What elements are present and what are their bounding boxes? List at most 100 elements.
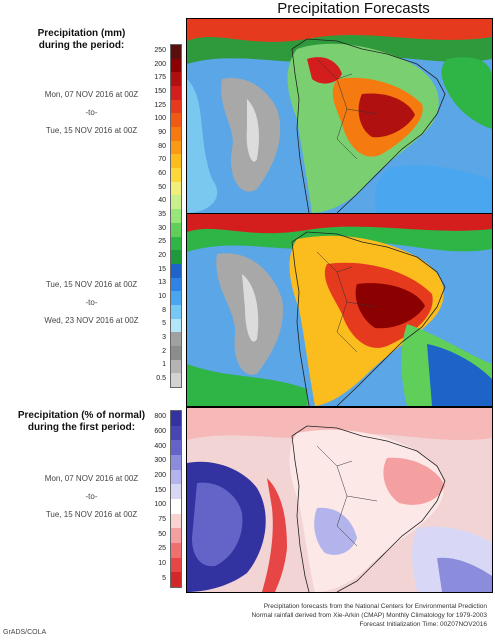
precip-colorbar-segment xyxy=(171,86,181,101)
precip-colorbar-tick-label: 125 xyxy=(154,101,166,109)
precip-colorbar-segment xyxy=(171,58,181,73)
pct-header: Precipitation (% of normal) during the f… xyxy=(14,410,149,434)
precip-colorbar-segment xyxy=(171,127,181,142)
precip-colorbar-segment xyxy=(171,154,181,169)
pct-colorbar-segment xyxy=(171,499,181,515)
precip-colorbar-tick-label: 30 xyxy=(158,224,166,232)
precip-header: Precipitation (mm) during the period: xyxy=(14,28,149,52)
precip-colorbar-segment xyxy=(171,304,181,320)
precip-colorbar-segment xyxy=(171,236,181,251)
pct-colorbar-tick-label: 50 xyxy=(158,530,166,538)
precip-colorbar-tick-label: 150 xyxy=(154,87,166,95)
precip-colorbar-tick-label: 60 xyxy=(158,169,166,177)
precip-colorbar-tick-label: 35 xyxy=(158,211,166,218)
precip-colorbar-tick-label: 25 xyxy=(158,238,166,246)
forecast-map-period1 xyxy=(186,18,493,214)
pct-colorbar-segment xyxy=(171,411,181,427)
footer-line1: Precipitation forecasts from the Nationa… xyxy=(263,603,487,610)
pct-colorbar-tick-label: 400 xyxy=(154,442,166,450)
precip-colorbar-tick-label: 3 xyxy=(162,334,166,342)
period2-label: Tue, 15 NOV 2016 at 00Z -to- Wed, 23 NOV… xyxy=(14,276,169,330)
footer-line3: Forecast Initialization Time: 00Z07NOV20… xyxy=(359,621,487,628)
precip-colorbar-tick-label: 175 xyxy=(154,74,166,82)
pct-colorbar-segment xyxy=(171,484,181,500)
precip-colorbar-segment xyxy=(171,140,181,155)
precip-header-line2: during the period: xyxy=(38,40,125,51)
precip-colorbar-tick-label: 100 xyxy=(154,115,166,123)
precip-colorbar-tick-label: 13 xyxy=(158,279,166,287)
pct-colorbar-tick-label: 600 xyxy=(154,428,166,435)
pct-colorbar-segment xyxy=(171,469,181,485)
period2-start: Tue, 15 NOV 2016 at 00Z xyxy=(45,280,138,289)
precip-colorbar-tick-label: 50 xyxy=(158,183,166,191)
pct-header-line2: during the first period: xyxy=(27,422,136,433)
precip-colorbar-tick-label: 2 xyxy=(162,347,166,355)
pct-colorbar-tick-label: 75 xyxy=(158,516,166,523)
precip-colorbar-segment xyxy=(171,277,181,292)
precip-colorbar-segment xyxy=(171,222,181,237)
period1-label: Mon, 07 NOV 2016 at 00Z -to- Tue, 15 NOV… xyxy=(14,86,169,140)
precip-colorbar-segment xyxy=(171,72,181,87)
period2-sep: -to- xyxy=(85,298,98,307)
footer-notes: Precipitation forecasts from the Nationa… xyxy=(187,602,487,629)
precip-colorbar-tick-label: 8 xyxy=(162,306,166,314)
precip-colorbar-segment xyxy=(171,359,181,374)
precip-colorbar-segment xyxy=(171,345,181,361)
precip-colorbar-segment xyxy=(171,291,181,306)
pct-colorbar xyxy=(170,410,182,588)
page-title: Precipitation Forecasts xyxy=(277,0,430,17)
period3-end: Tue, 15 NOV 2016 at 00Z xyxy=(45,510,138,519)
period1-start: Mon, 07 NOV 2016 at 00Z xyxy=(44,90,139,99)
precip-colorbar-segment xyxy=(171,209,181,224)
precip-colorbar-tick-label: 0.5 xyxy=(156,375,166,383)
pct-colorbar-segment xyxy=(171,543,181,559)
precip-colorbar-segment xyxy=(171,45,181,60)
pct-header-line1: Precipitation (% of normal) xyxy=(17,410,146,421)
pct-colorbar-segment xyxy=(171,513,181,529)
pct-colorbar-segment xyxy=(171,425,181,441)
precip-colorbar-segment xyxy=(171,195,181,210)
precip-colorbar-tick-label: 40 xyxy=(158,197,166,205)
precip-colorbar-segment xyxy=(171,332,181,347)
period2-end: Wed, 23 NOV 2016 at 00Z xyxy=(44,316,139,325)
precip-colorbar-tick-label: 15 xyxy=(158,265,166,273)
pct-colorbar-segment xyxy=(171,572,181,588)
pct-colorbar-tick-label: 25 xyxy=(158,545,166,553)
precip-colorbar-segment xyxy=(171,263,181,279)
precip-colorbar-tick-label: 200 xyxy=(154,60,166,68)
precip-colorbar-segment xyxy=(171,168,181,183)
percent-normal-map xyxy=(186,407,493,593)
pct-colorbar-tick-label: 100 xyxy=(154,501,166,509)
precip-colorbar-tick-label: 5 xyxy=(162,320,166,328)
precip-colorbar-tick-label: 80 xyxy=(158,142,166,150)
precip-colorbar-segment xyxy=(171,113,181,128)
precip-colorbar-tick-label: 250 xyxy=(154,46,166,54)
grads-credit: GrADS/COLA xyxy=(3,629,47,636)
precip-colorbar-tick-label: 10 xyxy=(158,293,166,301)
pct-colorbar-tick-label: 200 xyxy=(154,472,166,479)
precip-colorbar-segment xyxy=(171,373,181,388)
pct-colorbar-segment xyxy=(171,557,181,573)
precip-colorbar-tick-label: 90 xyxy=(158,128,166,136)
precip-colorbar-segment xyxy=(171,99,181,114)
precip-colorbar xyxy=(170,44,182,388)
pct-colorbar-segment xyxy=(171,455,181,471)
pct-colorbar-tick-label: 10 xyxy=(158,560,166,567)
period1-sep: -to- xyxy=(85,108,98,117)
precip-colorbar-tick-label: 70 xyxy=(158,156,166,164)
period1-end: Tue, 15 NOV 2016 at 00Z xyxy=(45,126,138,135)
pct-colorbar-tick-label: 800 xyxy=(154,413,166,421)
period3-start: Mon, 07 NOV 2016 at 00Z xyxy=(44,474,139,483)
forecast-map-period2 xyxy=(186,213,493,407)
footer-line2: Normal rainfall derived from Xie-Arkin (… xyxy=(251,612,487,619)
period3-sep: -to- xyxy=(85,492,98,501)
pct-colorbar-tick-label: 300 xyxy=(154,457,166,465)
precip-colorbar-segment xyxy=(171,250,181,265)
precip-colorbar-tick-label: 20 xyxy=(158,252,166,260)
precip-colorbar-segment xyxy=(171,318,181,333)
precip-header-line1: Precipitation (mm) xyxy=(37,28,126,39)
pct-colorbar-tick-label: 5 xyxy=(162,574,166,582)
precip-colorbar-tick-label: 1 xyxy=(162,361,166,369)
period3-label: Mon, 07 NOV 2016 at 00Z -to- Tue, 15 NOV… xyxy=(14,470,169,524)
pct-colorbar-segment xyxy=(171,528,181,544)
